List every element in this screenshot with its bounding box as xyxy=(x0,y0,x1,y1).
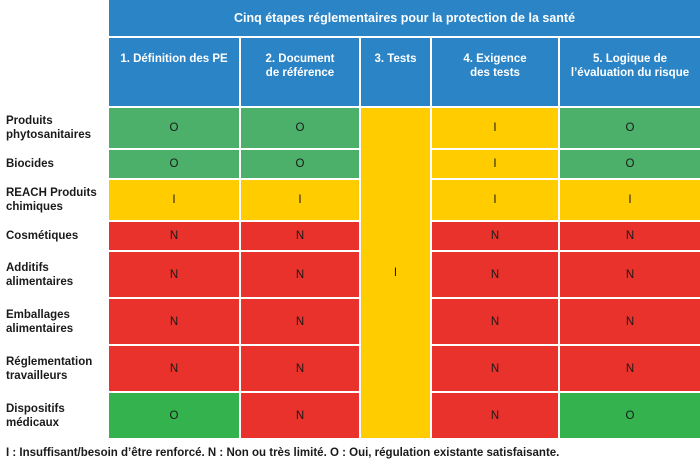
column-header-line: 3. Tests xyxy=(374,53,417,65)
column-header-line: 1. Définition des PE xyxy=(120,53,228,65)
table-cell: N xyxy=(558,250,700,297)
column-header-line: de référence xyxy=(265,67,335,79)
column-header-5: 5. Logique de l’évaluation du risque xyxy=(558,36,700,106)
table-cell: N xyxy=(430,297,558,344)
table-cell: N xyxy=(430,344,558,391)
column-header-line: 2. Document xyxy=(265,53,335,65)
row-header-line: Biocides xyxy=(6,158,54,170)
row-header-line: alimentaires xyxy=(6,322,74,335)
row-header-line: médicaux xyxy=(6,416,60,429)
column-header-line: l’évaluation du risque xyxy=(570,67,690,79)
table-cell: N xyxy=(239,250,359,297)
table-cell: N xyxy=(107,297,239,344)
table-cell: O xyxy=(107,391,239,438)
row-header-line: Additifs xyxy=(6,261,49,274)
row-header-line: alimentaires xyxy=(6,275,74,288)
table-cell: N xyxy=(558,220,700,250)
row-header-line: chimiques xyxy=(6,201,63,213)
legend-text: I : Insuffisant/besoin d’être renforcé. … xyxy=(6,447,560,459)
row-header-line: Emballages xyxy=(6,308,70,321)
row-header: REACH Produits chimiques xyxy=(0,178,107,220)
table-corner xyxy=(0,0,107,36)
table-cell: I xyxy=(430,178,558,220)
table-row: Cosmétiques N N N N xyxy=(0,220,700,250)
table-cell: O xyxy=(239,106,359,148)
table-cell: I xyxy=(107,178,239,220)
table-row: Additifs alimentaires N N N N xyxy=(0,250,700,297)
table-title: Cinq étapes réglementaires pour la prote… xyxy=(107,0,700,36)
table-cell: N xyxy=(239,297,359,344)
header-corner xyxy=(0,36,107,106)
table-row: REACH Produits chimiques I I I I xyxy=(0,178,700,220)
table-cell: N xyxy=(430,220,558,250)
column-header-line: 4. Exigence xyxy=(463,53,527,65)
row-header-line: Réglementation xyxy=(6,355,93,368)
row-header-line: phytosanitaires xyxy=(6,129,91,141)
row-header-line: REACH Produits xyxy=(6,187,97,199)
table-row: Réglementation travailleurs N N N N xyxy=(0,344,700,391)
row-header: Réglementation travailleurs xyxy=(0,344,107,391)
row-header-line: Dispositifs xyxy=(6,402,65,415)
table-cell: N xyxy=(430,250,558,297)
column-header-line: des tests xyxy=(470,67,520,79)
regulation-table: Cinq étapes réglementaires pour la prote… xyxy=(0,0,700,438)
column-header-2: 2. Document de référence xyxy=(239,36,359,106)
table-cell: N xyxy=(107,344,239,391)
table-cell: O xyxy=(239,148,359,178)
table-cell: N xyxy=(558,297,700,344)
table-cell: O xyxy=(558,106,700,148)
table-cell: O xyxy=(107,106,239,148)
row-header-line: Produits xyxy=(6,115,53,127)
table-cell: N xyxy=(239,391,359,438)
row-header-line: Cosmétiques xyxy=(6,230,79,242)
column-header-3: 3. Tests xyxy=(359,36,430,106)
table-cell: O xyxy=(558,148,700,178)
table-cell: O xyxy=(107,148,239,178)
tests-cell: I xyxy=(359,106,430,438)
column-header-4: 4. Exigence des tests xyxy=(430,36,558,106)
table-row: Emballages alimentaires N N N N xyxy=(0,297,700,344)
table-cell: I xyxy=(239,178,359,220)
table-cell: N xyxy=(107,250,239,297)
table-cell: N xyxy=(239,220,359,250)
table-cell: O xyxy=(558,391,700,438)
row-header: Biocides xyxy=(0,148,107,178)
row-header-line: travailleurs xyxy=(6,369,68,382)
table-cell: I xyxy=(558,178,700,220)
table-row: Produits phytosanitaires O O I I O xyxy=(0,106,700,438)
row-header: Cosmétiques xyxy=(0,220,107,250)
table-row: Dispositifs médicaux O N N O xyxy=(0,391,700,438)
table-cell: N xyxy=(430,391,558,438)
table-cell: I xyxy=(430,148,558,178)
row-header: Produits phytosanitaires xyxy=(0,106,107,148)
column-header-line: 5. Logique de xyxy=(592,53,668,65)
column-header-1: 1. Définition des PE xyxy=(107,36,239,106)
table-cell: I xyxy=(430,106,558,148)
row-header: Additifs alimentaires xyxy=(0,250,107,297)
table-row: Biocides O O I O xyxy=(0,148,700,178)
table-cell: N xyxy=(239,344,359,391)
row-header: Dispositifs médicaux xyxy=(0,391,107,438)
table-cell: N xyxy=(558,344,700,391)
table-cell: N xyxy=(107,220,239,250)
row-header: Emballages alimentaires xyxy=(0,297,107,344)
